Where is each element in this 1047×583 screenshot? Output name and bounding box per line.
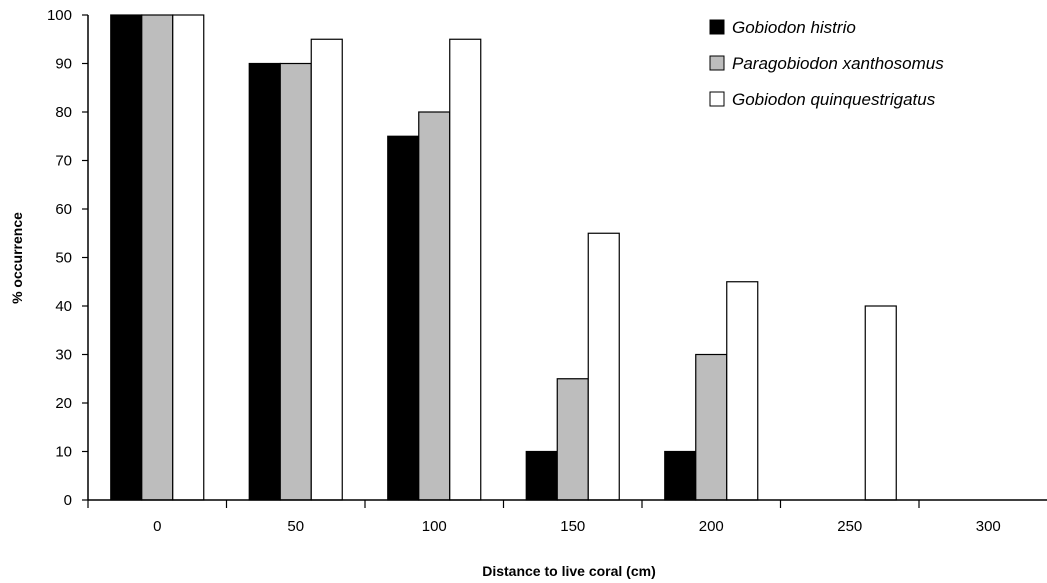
y-tick-label: 100: [47, 7, 72, 24]
x-tick-label: 150: [560, 518, 585, 535]
legend-swatch: [709, 55, 725, 71]
y-tick-label: 90: [55, 56, 72, 73]
y-axis-title: % occurrence: [9, 212, 25, 304]
y-tick-label: 80: [55, 104, 72, 121]
x-tick-label: 100: [422, 518, 447, 535]
bar: [387, 135, 420, 501]
bar: [110, 14, 143, 501]
bar: [279, 62, 312, 501]
x-tick-label: 0: [153, 518, 161, 535]
bar: [864, 305, 897, 501]
y-tick-label: 0: [64, 492, 72, 509]
bar: [695, 353, 728, 501]
x-axis-ticks: 0 50 100 150 200 250 300: [87, 500, 1001, 535]
bar: [172, 14, 205, 501]
x-tick-label: 300: [976, 518, 1001, 535]
y-axis-ticks: 0 10 20 30 40 50 60 70 80 90 100: [47, 7, 88, 509]
legend-swatch: [709, 19, 725, 35]
bars: [110, 14, 897, 501]
bar: [248, 62, 281, 501]
y-tick-label: 20: [55, 395, 72, 412]
x-tick-label: 200: [699, 518, 724, 535]
bar: [587, 232, 620, 501]
y-tick-label: 50: [55, 250, 72, 267]
y-tick-label: 70: [55, 153, 72, 170]
legend: Gobiodon histrio Paragobiodon xanthosomus…: [709, 18, 944, 109]
x-axis-title: Distance to live coral (cm): [482, 563, 656, 579]
legend-label: Gobiodon quinquestrigatus: [732, 90, 936, 109]
y-tick-label: 40: [55, 298, 72, 315]
y-tick-label: 60: [55, 201, 72, 218]
bar: [525, 450, 558, 501]
bar: [726, 281, 759, 501]
bar: [556, 378, 589, 501]
legend-swatch: [709, 91, 725, 107]
bar: [141, 14, 174, 501]
bar: [664, 450, 697, 501]
y-tick-label: 10: [55, 444, 72, 461]
legend-label: Gobiodon histrio: [732, 18, 856, 37]
x-tick-label: 250: [837, 518, 862, 535]
bar: [418, 111, 451, 501]
x-tick-label: 50: [287, 518, 304, 535]
y-tick-label: 30: [55, 347, 72, 364]
bar: [449, 38, 482, 501]
legend-label: Paragobiodon xanthosomus: [732, 54, 944, 73]
bar: [310, 38, 343, 501]
